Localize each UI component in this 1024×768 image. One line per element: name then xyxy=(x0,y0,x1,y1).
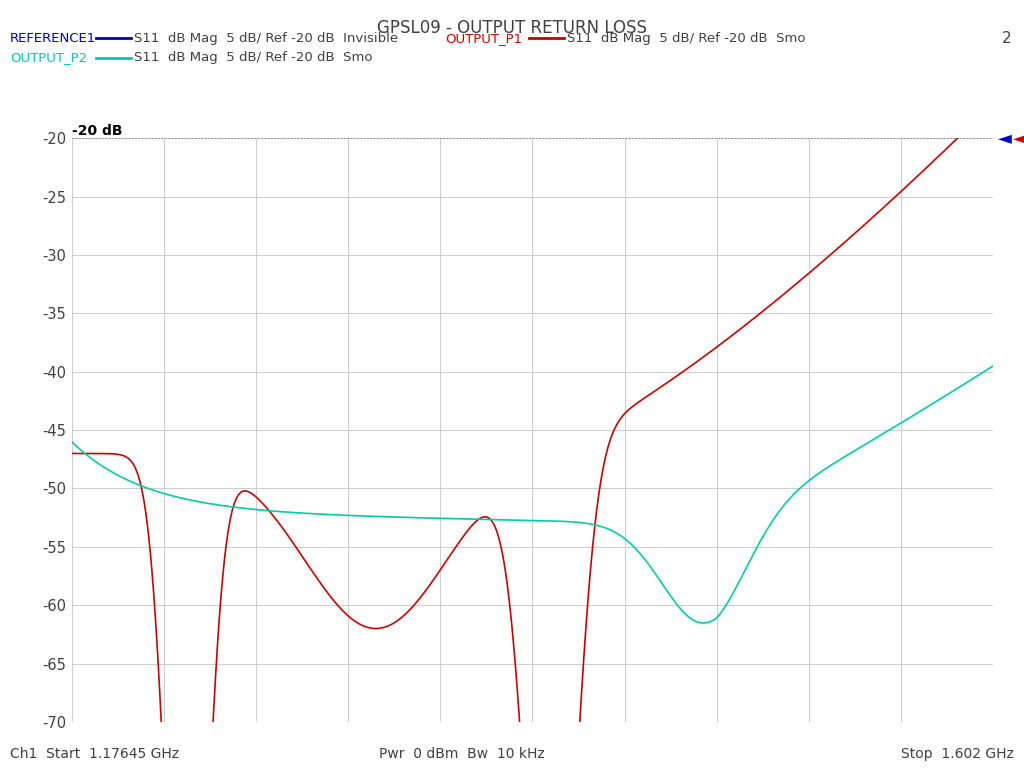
Text: REFERENCE1: REFERENCE1 xyxy=(10,32,96,45)
Text: ◄: ◄ xyxy=(998,129,1013,147)
Text: S11  dB Mag  5 dB/ Ref -20 dB  Smo: S11 dB Mag 5 dB/ Ref -20 dB Smo xyxy=(134,51,373,64)
Text: OUTPUT_P2: OUTPUT_P2 xyxy=(10,51,87,64)
Text: S11  dB Mag  5 dB/ Ref -20 dB  Smo: S11 dB Mag 5 dB/ Ref -20 dB Smo xyxy=(567,32,806,45)
Text: S11  dB Mag  5 dB/ Ref -20 dB  Invisible: S11 dB Mag 5 dB/ Ref -20 dB Invisible xyxy=(134,32,398,45)
Text: Stop  1.602 GHz: Stop 1.602 GHz xyxy=(901,747,1014,761)
Text: OUTPUT_P1: OUTPUT_P1 xyxy=(445,32,522,45)
Text: GPSL09 - OUTPUT RETURN LOSS: GPSL09 - OUTPUT RETURN LOSS xyxy=(377,19,647,37)
Text: Pwr  0 dBm  Bw  10 kHz: Pwr 0 dBm Bw 10 kHz xyxy=(379,747,545,761)
Text: ◄: ◄ xyxy=(1013,129,1024,147)
Text: 2: 2 xyxy=(1002,31,1012,46)
Text: -20 dB: -20 dB xyxy=(72,124,122,138)
Text: Ch1  Start  1.17645 GHz: Ch1 Start 1.17645 GHz xyxy=(10,747,179,761)
